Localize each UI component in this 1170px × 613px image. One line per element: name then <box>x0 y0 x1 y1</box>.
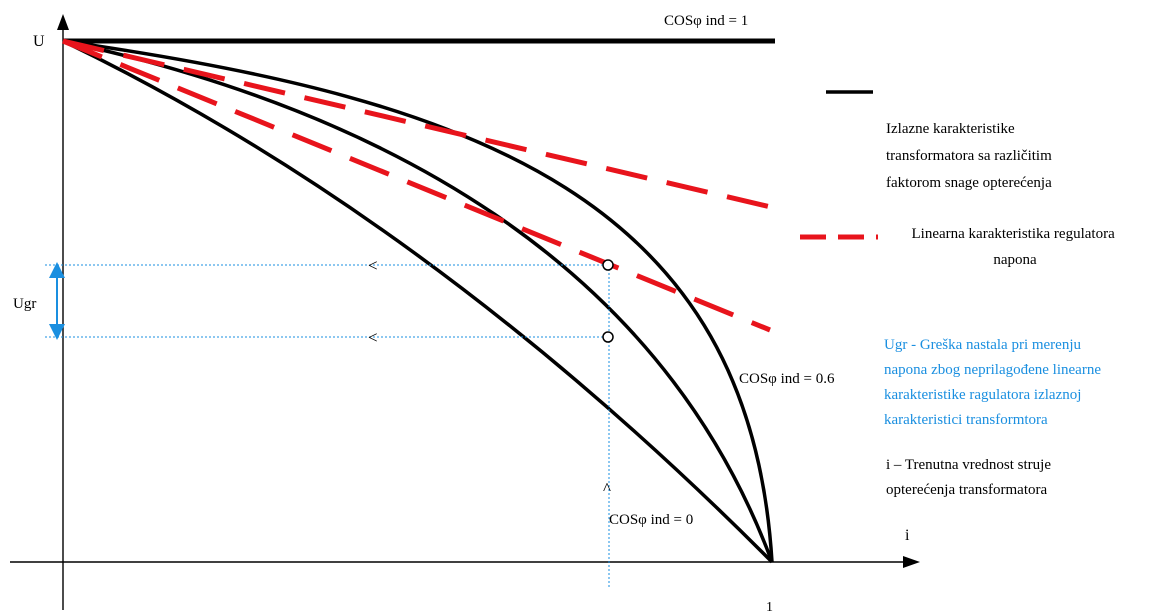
legend-ugr-text: Ugr - Greška nastala pri merenju napona … <box>884 337 1105 428</box>
curve-cos0 <box>62 39 774 564</box>
legend-red-dashed-text: Linearna karakteristika regulatora napon… <box>912 226 1119 268</box>
y-axis-label: U <box>33 33 45 50</box>
curve-middle <box>62 39 774 563</box>
legend-i-text: i – Trenutna vrednost struje opterećenja… <box>886 457 1055 498</box>
y-axis-arrowhead <box>57 14 69 30</box>
curve-cos06 <box>62 39 774 563</box>
up-arrow-icon: ^ <box>603 479 611 498</box>
left-arrow-upper-icon: < <box>368 256 378 275</box>
point-curve <box>602 331 614 343</box>
regulator-line-lower <box>62 38 771 333</box>
curve-cos0-label: COSφ ind = 0 <box>609 512 693 528</box>
left-arrow-lower-icon: < <box>368 328 378 347</box>
curve-cos1-label: COSφ ind = 1 <box>664 13 748 29</box>
x-end-tick-label: 1 <box>766 600 773 613</box>
curve-cos06-label: COSφ ind = 0.6 <box>739 371 835 387</box>
regulator-line-upper <box>62 38 776 211</box>
ugr-label: Ugr <box>13 296 36 312</box>
x-axis-label: i <box>905 527 910 544</box>
point-regulator <box>602 259 614 271</box>
legend-black-line-text: Izlazne karakteristike transformatora sa… <box>886 121 1056 191</box>
x-axis-arrowhead <box>903 556 920 568</box>
